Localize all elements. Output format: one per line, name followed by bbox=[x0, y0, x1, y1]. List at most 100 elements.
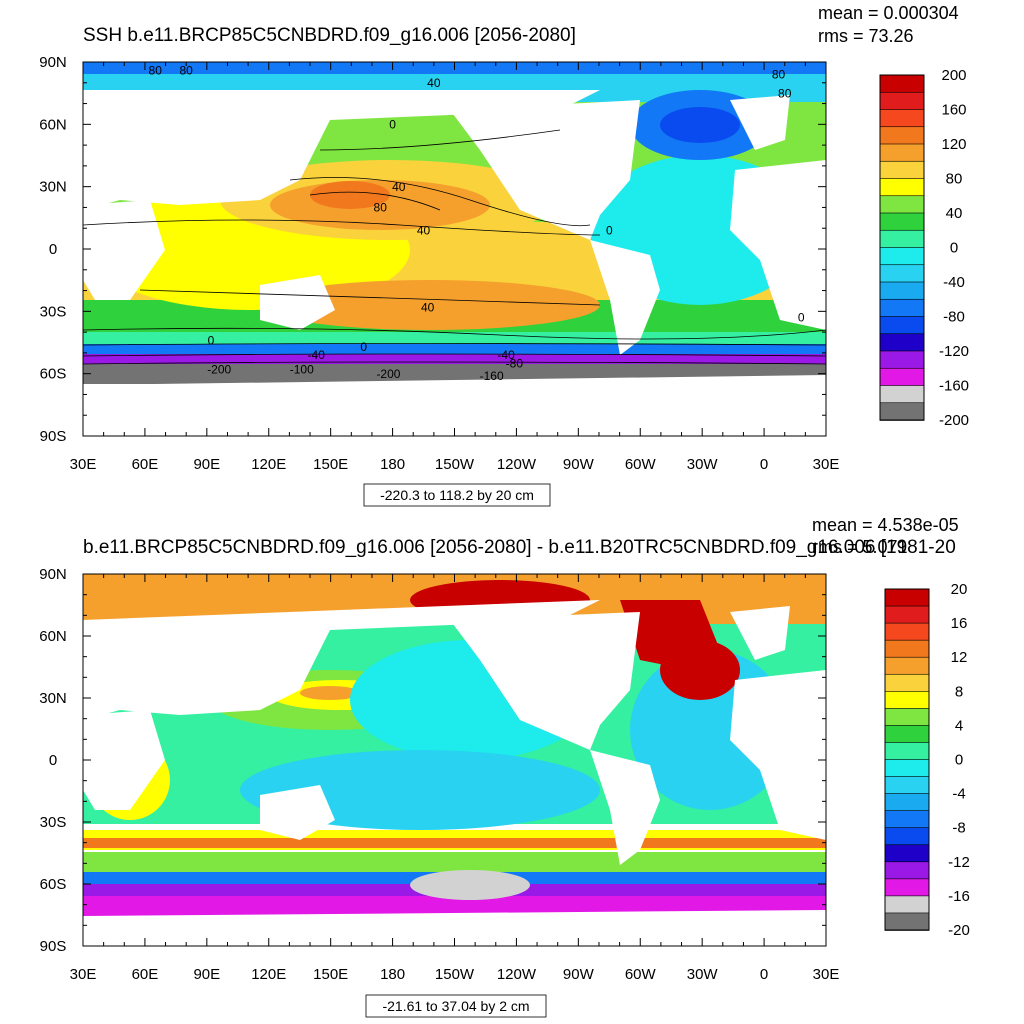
contour-label: 40 bbox=[392, 180, 406, 194]
land-south-america bbox=[590, 240, 660, 355]
colorbar-label: 40 bbox=[946, 205, 963, 222]
contour-label: -200 bbox=[207, 363, 231, 377]
colorbar-label: -4 bbox=[952, 786, 965, 803]
x-tick-label: 150E bbox=[313, 966, 348, 983]
contour-label: -40 bbox=[308, 348, 326, 362]
x-tick-label: 30E bbox=[70, 966, 97, 983]
colorbar-swatch bbox=[879, 385, 925, 404]
colorbar-label: -200 bbox=[939, 412, 969, 429]
y-tick-label: 0 bbox=[49, 752, 57, 769]
colorbar-swatch bbox=[884, 742, 930, 761]
land-south-america bbox=[590, 750, 660, 865]
contour-lines bbox=[83, 129, 826, 365]
colorbar-swatch bbox=[884, 588, 930, 607]
x-tick-label: 90W bbox=[563, 966, 595, 983]
colorbar-swatch bbox=[884, 622, 930, 641]
colorbar-label: 0 bbox=[950, 240, 958, 257]
x-tick-label: 30W bbox=[687, 456, 719, 473]
y-tick-label: 30S bbox=[40, 814, 67, 831]
colorbar-label: -120 bbox=[939, 343, 969, 360]
colorbar-swatch bbox=[884, 912, 930, 931]
y-tick-label: 90N bbox=[39, 566, 67, 583]
colorbar-swatch bbox=[879, 316, 925, 335]
stat-rms: rms = 5.071 bbox=[812, 537, 908, 557]
x-tick-label: 0 bbox=[760, 966, 768, 983]
colorbar-swatch bbox=[884, 844, 930, 863]
colorbar-swatch bbox=[879, 333, 925, 352]
contour-label: -40 bbox=[497, 348, 515, 362]
colorbar: 20 16 12 8 4 0 -4 -8 -12 -16 -20 bbox=[884, 581, 970, 939]
range-label: -21.61 to 37.04 by 2 cm bbox=[382, 998, 529, 1014]
contour-label: 80 bbox=[149, 63, 163, 77]
colorbar-label: 80 bbox=[946, 171, 963, 188]
x-tick-label: 180 bbox=[380, 456, 405, 473]
y-axis-ticks: 90N 60N 30N 0 30S 60S 90S bbox=[39, 54, 826, 445]
colorbar-swatch bbox=[884, 708, 930, 727]
stat-mean: mean = 4.538e-05 bbox=[812, 515, 959, 535]
y-tick-label: 30N bbox=[39, 179, 67, 196]
colorbar-swatch bbox=[879, 367, 925, 387]
y-tick-label: 90S bbox=[40, 428, 67, 445]
colorbar-label: 20 bbox=[951, 581, 968, 598]
colorbar-swatch bbox=[879, 264, 925, 283]
contour-label: 0 bbox=[208, 334, 215, 348]
y-tick-label: 90S bbox=[40, 938, 67, 955]
contour-label: 0 bbox=[360, 340, 367, 354]
y-tick-label: 30N bbox=[39, 690, 67, 707]
x-tick-label: 120W bbox=[497, 456, 537, 473]
contour-label: 80 bbox=[180, 63, 194, 77]
colorbar-label: 4 bbox=[955, 717, 963, 734]
x-tick-label: 60W bbox=[625, 966, 657, 983]
colorbar-swatch bbox=[884, 878, 930, 897]
colorbar-swatch bbox=[879, 74, 925, 94]
colorbar-swatch bbox=[879, 212, 925, 232]
contour-label: 40 bbox=[417, 223, 431, 237]
land-antarctica bbox=[83, 910, 826, 946]
colorbar-frame bbox=[879, 74, 925, 421]
colorbar-label: -20 bbox=[948, 922, 970, 939]
colorbar-swatch bbox=[884, 656, 930, 676]
colorbar-swatch bbox=[884, 827, 930, 846]
colorbar-label: -40 bbox=[943, 274, 965, 291]
y-tick-label: 60N bbox=[39, 116, 67, 133]
x-tick-label: 120E bbox=[251, 456, 286, 473]
colorbar-swatch bbox=[879, 402, 925, 421]
contour-label: -100 bbox=[290, 363, 314, 377]
colorbar-swatch bbox=[879, 229, 925, 249]
x-tick-label: 180 bbox=[380, 966, 405, 983]
y-tick-label: 90N bbox=[39, 54, 67, 71]
colorbar-label: -12 bbox=[948, 854, 970, 871]
colorbar-swatch bbox=[879, 91, 925, 111]
colorbar-swatch bbox=[879, 126, 925, 145]
x-tick-label: 120E bbox=[251, 966, 286, 983]
colorbar-label: 16 bbox=[951, 615, 968, 632]
range-label-box bbox=[365, 994, 547, 1018]
stat-mean: mean = 0.000304 bbox=[818, 3, 959, 23]
contour-label: -160 bbox=[480, 369, 504, 383]
x-tick-label: 150W bbox=[435, 966, 475, 983]
panel-title: SSH b.e11.BRCP85C5CNBDRD.f09_g16.006 [20… bbox=[83, 25, 576, 46]
land-eurasia bbox=[83, 90, 600, 210]
x-tick-label: 0 bbox=[760, 456, 768, 473]
colorbar-swatch bbox=[884, 673, 930, 693]
colorbar-swatch bbox=[884, 861, 930, 880]
colorbar-label: 12 bbox=[951, 649, 968, 666]
colorbar-swatch bbox=[884, 793, 930, 812]
land-eurasia bbox=[83, 600, 600, 720]
contour-label: -80 bbox=[506, 356, 524, 370]
colorbar-swatch bbox=[884, 776, 930, 795]
contour-label: 80 bbox=[374, 201, 388, 215]
y-axis-ticks: 90N 60N 30N 0 30S 60S 90S bbox=[39, 566, 826, 955]
colorbar-swatch bbox=[879, 178, 925, 197]
land-north-america bbox=[450, 100, 640, 240]
x-tick-label: 30E bbox=[70, 456, 97, 473]
x-tick-label: 90E bbox=[193, 456, 220, 473]
x-tick-label: 90W bbox=[563, 456, 595, 473]
x-axis-ticks: 30E 60E 90E 120E 150E 180 150W 120W 90W 60W 30W 0 30… bbox=[70, 574, 839, 983]
panel-difference: b.e11.BRCP85C5CNBDRD.f09_g16.006 [2056-2… bbox=[39, 515, 970, 1018]
land-australia bbox=[260, 785, 335, 840]
y-tick-label: 0 bbox=[49, 241, 57, 258]
colorbar-swatch bbox=[884, 725, 930, 744]
colorbar-swatch bbox=[879, 281, 925, 301]
